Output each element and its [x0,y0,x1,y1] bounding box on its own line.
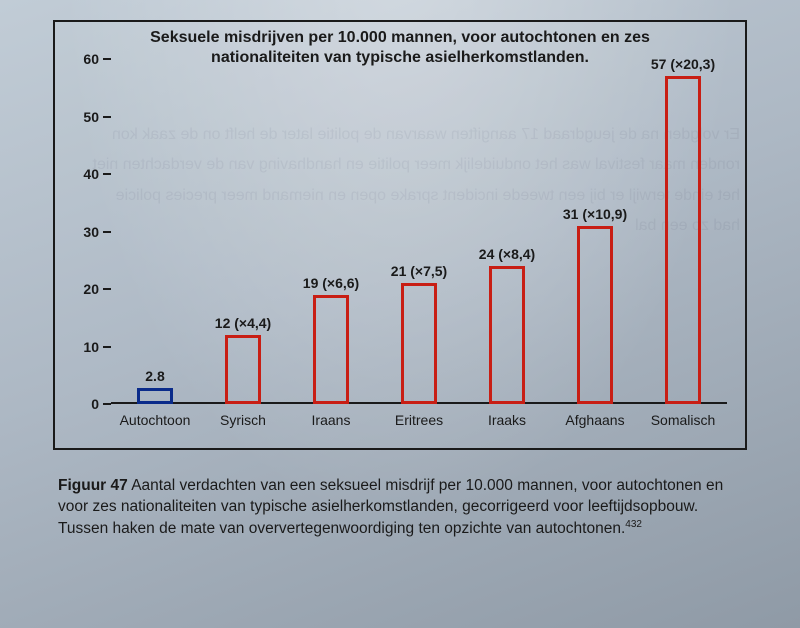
category-label: Eritrees [395,412,443,428]
category-label: Iraaks [488,412,526,428]
bar-slot: 57 (×20,3)Somalisch [639,42,727,404]
y-tick-label: 60 [67,51,99,67]
bar-slot: 24 (×8,4)Iraaks [463,42,551,404]
category-label: Iraans [312,412,351,428]
bar-slot: 12 (×4,4)Syrisch [199,42,287,404]
bar [401,283,436,404]
bar [225,335,260,404]
bar [665,76,700,404]
category-label: Somalisch [651,412,716,428]
y-tick [103,231,111,233]
bar-slot: 31 (×10,9)Afghaans [551,42,639,404]
plot-area: 0102030405060 2.8Autochtoon12 (×4,4)Syri… [111,42,727,404]
y-tick-label: 40 [67,166,99,182]
y-tick-label: 0 [67,396,99,412]
chart-frame: Seksuele misdrijven per 10.000 mannen, v… [53,20,747,450]
bar [313,295,348,404]
bar-value-label: 31 (×10,9) [563,206,627,222]
bar-slot: 2.8Autochtoon [111,42,199,404]
y-tick-label: 20 [67,281,99,297]
figure-caption: Figuur 47 Aantal verdachten van een seks… [58,476,742,540]
y-tick-label: 50 [67,109,99,125]
y-tick [103,288,111,290]
bar [137,388,172,404]
bar-value-label: 57 (×20,3) [651,56,715,72]
category-label: Syrisch [220,412,266,428]
category-label: Afghaans [565,412,624,428]
y-tick [103,346,111,348]
figure-label: Figuur 47 [58,477,128,494]
y-tick [103,58,111,60]
bar-slot: 21 (×7,5)Eritrees [375,42,463,404]
bar-value-label: 21 (×7,5) [391,263,447,279]
y-tick-label: 10 [67,339,99,355]
y-tick-label: 30 [67,224,99,240]
y-tick [103,173,111,175]
bars-container: 2.8Autochtoon12 (×4,4)Syrisch19 (×6,6)Ir… [111,42,727,404]
y-tick [103,116,111,118]
bar-value-label: 12 (×4,4) [215,315,271,331]
bar [577,226,612,404]
scanned-page: Er volgden na de jeugdraad 17 aangiften … [0,0,800,628]
bar-value-label: 24 (×8,4) [479,246,535,262]
footnote-marker: 432 [625,519,642,530]
category-label: Autochtoon [120,412,191,428]
y-tick [103,403,111,405]
bar-slot: 19 (×6,6)Iraans [287,42,375,404]
figure-caption-text: Aantal verdachten van een seksueel misdr… [58,477,723,537]
bar [489,266,524,404]
bar-value-label: 2.8 [145,368,164,384]
bar-value-label: 19 (×6,6) [303,275,359,291]
